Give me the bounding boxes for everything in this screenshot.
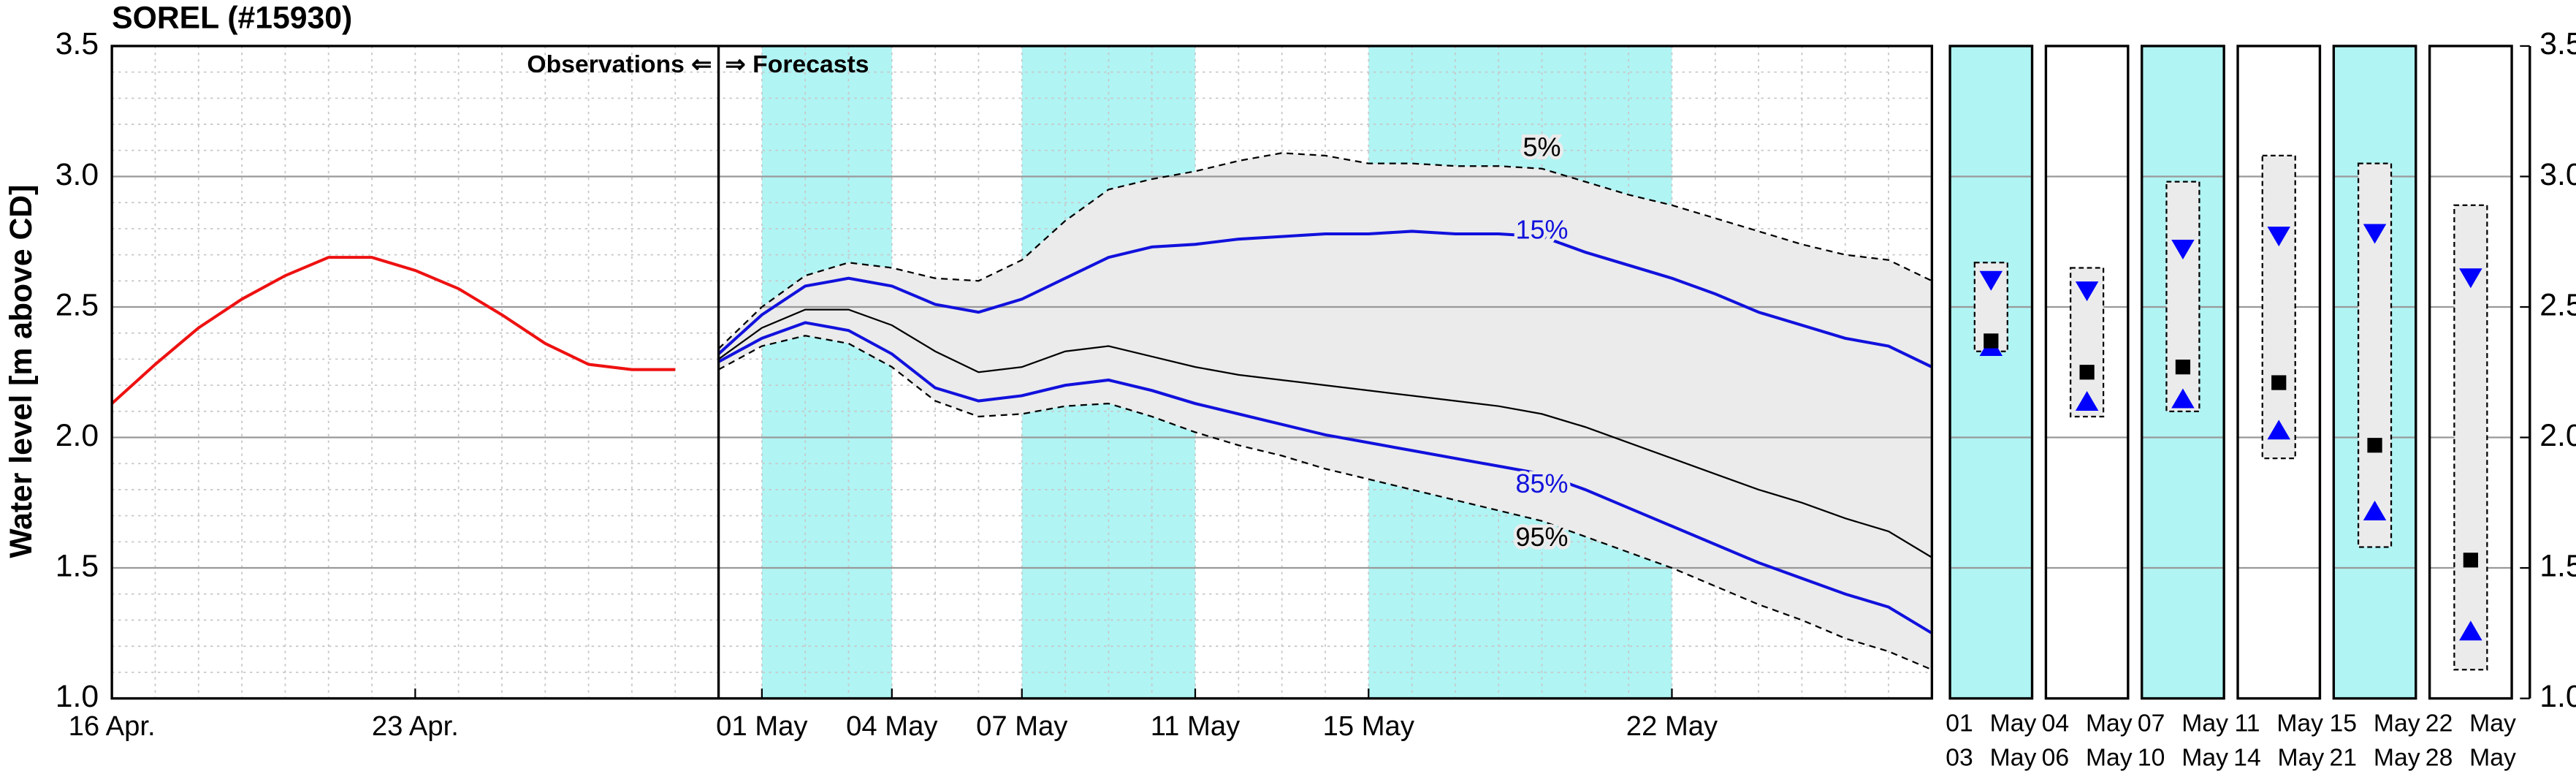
series-line <box>110 256 676 405</box>
x-tick-label: 01 May <box>716 710 808 742</box>
y-tick-label: 3.5 <box>56 26 99 61</box>
y-tick-label: 3.0 <box>56 157 99 192</box>
series-label: 15% <box>1516 214 1569 244</box>
up-triangle <box>2363 501 2387 520</box>
panel-from: 11 May <box>2234 709 2323 737</box>
panel-to: 06 May <box>2042 744 2133 772</box>
y-axis-label: Water level [m above CD] <box>4 185 39 558</box>
y-tick-label: 1.0 <box>2539 679 2576 714</box>
y-tick-label: 3.0 <box>2539 157 2576 192</box>
y-tick-label: 1.0 <box>56 679 99 714</box>
x-tick-label: 22 May <box>1626 710 1718 742</box>
series-line <box>718 335 1932 671</box>
y-tick-label: 1.5 <box>2539 548 2576 583</box>
up-triangle <box>2267 420 2290 440</box>
panel-to: 10 May <box>2138 744 2228 772</box>
series-line <box>717 308 1932 558</box>
down-triangle <box>1979 270 2003 291</box>
y-tick-label: 2.5 <box>2539 287 2576 322</box>
y-tick-label: 2.0 <box>56 418 99 453</box>
x-tick-label: 11 May <box>1151 710 1241 742</box>
panel-to: 14 May <box>2233 744 2324 772</box>
series-label: 5% <box>1523 132 1561 162</box>
y-tick-label: 3.5 <box>2539 26 2576 61</box>
range-box <box>2261 154 2296 460</box>
panel-frame <box>2044 45 2130 700</box>
x-tick-label: 23 Apr. <box>372 710 459 742</box>
series-line <box>717 152 1932 349</box>
forecast-band <box>718 153 1932 670</box>
median-square <box>2463 553 2478 568</box>
series-label: 95% <box>1516 522 1569 552</box>
range-box <box>2357 162 2393 548</box>
y-tick-label: 1.5 <box>56 548 99 583</box>
annotation: Observations ⇐ <box>527 50 712 78</box>
y-tick-label: 2.5 <box>56 287 99 322</box>
up-triangle <box>2459 621 2482 641</box>
median-square <box>1984 333 1999 349</box>
panel-to: 03 May <box>1946 744 2036 772</box>
panel-frame <box>1948 45 2034 700</box>
series-line <box>717 229 1933 368</box>
down-triangle <box>2459 268 2482 289</box>
panel-from: 04 May <box>2042 709 2133 737</box>
x-tick-label: 07 May <box>976 710 1068 742</box>
up-triangle <box>2171 388 2195 409</box>
chart-title: SOREL (#15930) <box>112 0 352 35</box>
down-triangle <box>2267 227 2290 247</box>
panel-frame <box>2332 45 2417 700</box>
x-tick-label: 15 May <box>1323 710 1415 742</box>
range-box <box>2165 181 2200 412</box>
x-tick-label: 16 Apr. <box>69 710 156 742</box>
panel-from: 15 May <box>2330 709 2420 737</box>
panel-frame <box>2141 45 2225 700</box>
panel-from: 07 May <box>2138 709 2228 737</box>
median-square <box>2175 360 2191 375</box>
x-tick-label: 04 May <box>846 710 938 742</box>
down-triangle <box>2171 239 2195 259</box>
series-label: 85% <box>1516 468 1569 498</box>
down-triangle <box>2075 281 2099 302</box>
up-triangle <box>2075 391 2099 411</box>
down-triangle <box>2363 224 2387 244</box>
annotation: ⇒ Forecasts <box>725 50 869 78</box>
shaded-period <box>761 45 892 699</box>
panel <box>1950 45 2032 699</box>
panel-frame <box>2236 45 2322 700</box>
panel-to: 28 May <box>2426 744 2516 772</box>
panel-from: 22 May <box>2426 709 2516 737</box>
panel-to: 21 May <box>2330 744 2420 772</box>
y-tick-label: 2.0 <box>2539 418 2576 453</box>
series-line <box>717 321 1933 635</box>
panel-from: 01 May <box>1946 709 2036 737</box>
median-square <box>2079 365 2095 380</box>
panel-frame <box>2428 45 2513 700</box>
median-square <box>2367 438 2382 453</box>
median-square <box>2271 375 2287 390</box>
